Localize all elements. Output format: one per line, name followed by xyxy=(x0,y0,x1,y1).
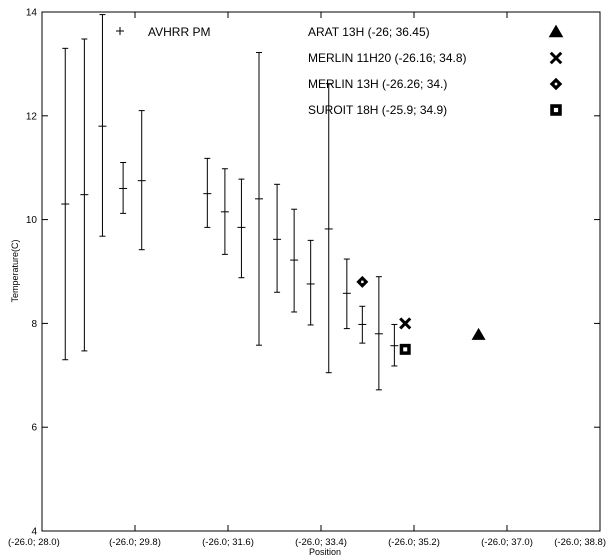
y-axis-label: Temperature(C) xyxy=(10,239,20,302)
y-tick-label: 4 xyxy=(31,527,37,538)
avhrr-point xyxy=(61,47,70,361)
x-tick-label: (-26.0; 35.2) xyxy=(388,537,440,548)
y-tick-label: 14 xyxy=(26,8,38,19)
avhrr-point xyxy=(255,51,263,346)
avhrr-point xyxy=(273,183,282,293)
triangle-marker xyxy=(471,327,486,340)
avhrr-point xyxy=(203,157,212,228)
avhrr-point xyxy=(237,178,246,279)
cross-marker-b xyxy=(549,51,563,65)
legend-label: MERLIN 11H20 (-26.16; 34.8) xyxy=(308,51,467,65)
diamond-marker-center xyxy=(361,280,364,284)
avhrr-point xyxy=(220,168,229,255)
avhrr-point xyxy=(358,305,367,344)
avhrr-point xyxy=(324,83,333,374)
x-tick-label: (-26.0; 28.0) xyxy=(8,537,60,548)
avhrr-point xyxy=(374,276,383,391)
x-tick-label: (-26.0; 37.0) xyxy=(481,537,533,548)
avhrr-point xyxy=(80,38,89,352)
legend-label: ARAT 13H (-26; 36.45) xyxy=(308,25,430,39)
y-tick-label: 12 xyxy=(26,111,38,122)
x-tick-label: (-26.0; 38.8) xyxy=(554,537,606,548)
x-tick-label: (-26.0; 29.8) xyxy=(109,537,161,548)
observation-point-square xyxy=(399,343,411,355)
observation-point-triangle xyxy=(471,327,486,340)
legend-label: AVHRR PM xyxy=(148,25,210,39)
observation-point-cross xyxy=(399,317,412,330)
legend-item-cross: MERLIN 11H20 (-26.16; 34.8) xyxy=(308,51,563,65)
axes: 4 6 8 10 12 14 (-26.0; 28.0) (-26.0; 29.8) (-26.… xyxy=(8,8,606,549)
avhrr-point xyxy=(390,323,399,367)
avhrr-point xyxy=(119,162,128,214)
avhrr-point xyxy=(98,14,107,237)
legend-label: SUROIT 18H (-25.9; 34.9) xyxy=(308,103,447,117)
avhrr-point xyxy=(306,239,315,326)
avhrr-point xyxy=(290,208,299,313)
triangle-marker xyxy=(548,24,564,38)
legend-item-triangle: ARAT 13H (-26; 36.45) xyxy=(308,24,564,39)
y-tick-label: 10 xyxy=(26,215,38,226)
legend: AVHRR PM ARAT 13H (-26; 36.45) MERLIN 11H2… xyxy=(116,24,564,117)
x-tick-label: (-26.0; 31.6) xyxy=(202,537,254,548)
y-tick-label: 6 xyxy=(31,423,37,434)
avhrr-point xyxy=(137,110,146,251)
y-tick-label: 8 xyxy=(31,319,37,330)
avhrr-point xyxy=(342,258,351,330)
diamond-marker-center xyxy=(554,82,558,86)
observation-point-diamond xyxy=(356,275,369,288)
square-marker-center xyxy=(403,347,408,352)
x-axis-label: Position xyxy=(309,547,341,557)
chart-marks xyxy=(61,14,486,391)
legend-item-square: SUROIT 18H (-25.9; 34.9) xyxy=(308,103,562,117)
x-tick-label: (-26.0; 33.4) xyxy=(295,537,347,548)
legend-item-avhrr: AVHRR PM xyxy=(116,25,210,39)
cross-marker-b xyxy=(399,317,412,330)
legend-item-diamond: MERLIN 13H (-26.26; 34.) xyxy=(308,77,563,91)
square-marker-center xyxy=(553,107,559,113)
legend-label: MERLIN 13H (-26.26; 34.) xyxy=(308,77,447,91)
